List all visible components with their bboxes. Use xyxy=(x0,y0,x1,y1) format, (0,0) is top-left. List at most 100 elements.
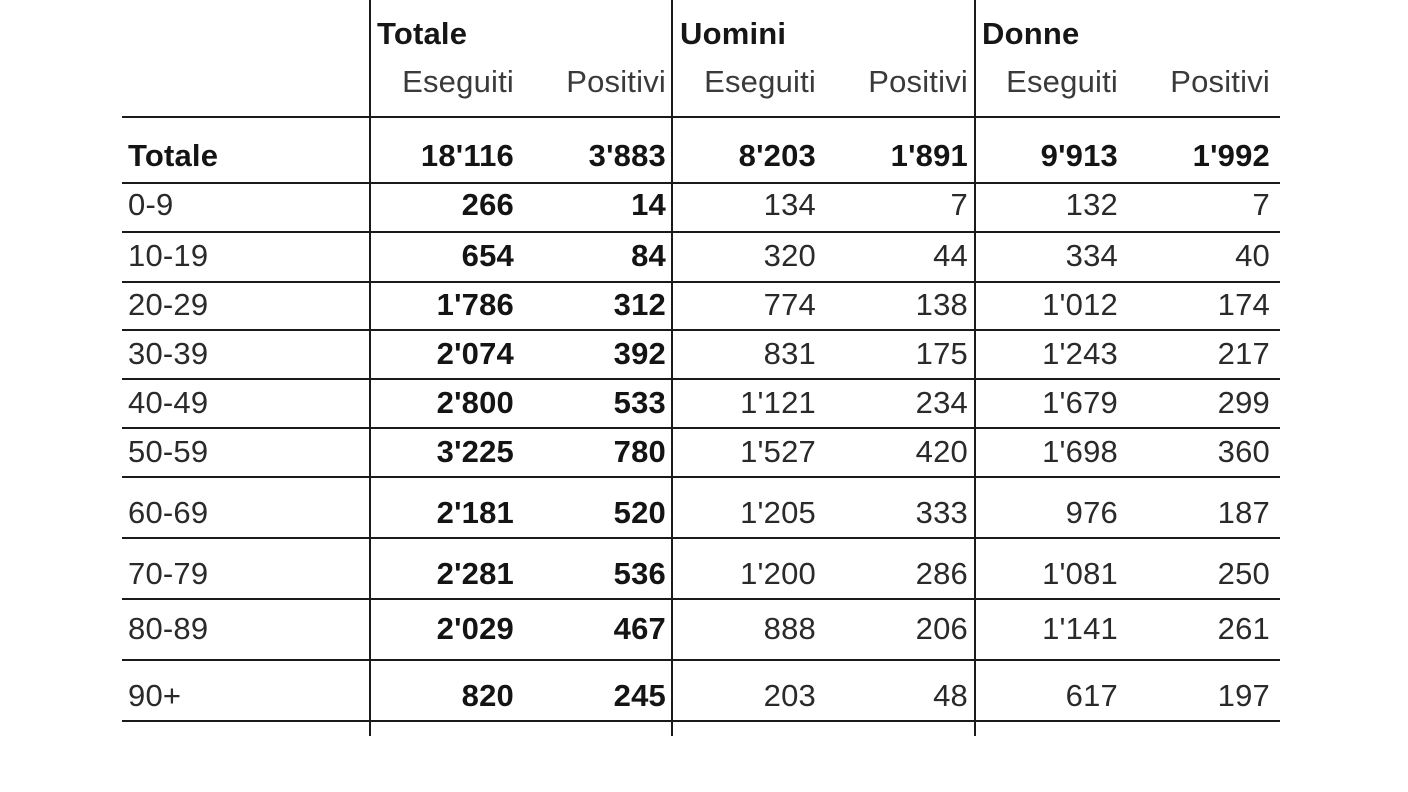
row-divider xyxy=(122,182,1280,184)
subheader-totale-eseguiti: Eseguiti xyxy=(402,64,514,99)
table-bottom-border xyxy=(122,720,1280,722)
row-label-age: 0-9 xyxy=(128,187,174,222)
cell-donne-positivi: 299 xyxy=(1217,385,1270,420)
row-label-age: 80-89 xyxy=(128,611,209,646)
cell-donne-positivi: 174 xyxy=(1217,287,1270,322)
cell-donne-positivi: 360 xyxy=(1217,434,1270,469)
cell-uomini-positivi: 234 xyxy=(915,385,968,420)
cell-donne-eseguiti: 132 xyxy=(1065,187,1118,222)
row-divider xyxy=(122,231,1280,233)
subheader-donne-positivi: Positivi xyxy=(1170,64,1270,99)
cell-totale-positivi: 467 xyxy=(613,611,666,646)
cell-totale-positivi: 520 xyxy=(613,495,666,530)
cell-uomini-eseguiti: 134 xyxy=(763,187,816,222)
row-divider xyxy=(122,537,1280,539)
cell-uomini-positivi: 1'891 xyxy=(890,138,968,173)
cell-uomini-positivi: 206 xyxy=(915,611,968,646)
subheader-totale-positivi: Positivi xyxy=(566,64,666,99)
cell-totale-eseguiti: 2'800 xyxy=(436,385,514,420)
row-label-totale: Totale xyxy=(128,138,219,173)
cell-donne-positivi: 217 xyxy=(1217,336,1270,371)
group-header-donne: Donne xyxy=(982,16,1080,51)
cell-totale-positivi: 3'883 xyxy=(588,138,666,173)
cell-donne-eseguiti: 1'679 xyxy=(1042,385,1118,420)
cell-donne-positivi: 1'992 xyxy=(1192,138,1270,173)
cell-uomini-eseguiti: 1'205 xyxy=(740,495,816,530)
row-divider xyxy=(122,329,1280,331)
cell-totale-positivi: 392 xyxy=(613,336,666,371)
cell-donne-eseguiti: 9'913 xyxy=(1040,138,1118,173)
cell-uomini-eseguiti: 8'203 xyxy=(738,138,816,173)
row-label-age: 60-69 xyxy=(128,495,209,530)
cell-uomini-eseguiti: 203 xyxy=(763,678,816,713)
cell-donne-positivi: 40 xyxy=(1235,238,1270,273)
cell-donne-eseguiti: 1'141 xyxy=(1042,611,1118,646)
cell-donne-positivi: 7 xyxy=(1252,187,1270,222)
cell-uomini-positivi: 175 xyxy=(915,336,968,371)
cell-donne-eseguiti: 1'012 xyxy=(1042,287,1118,322)
cell-totale-positivi: 84 xyxy=(631,238,666,273)
cell-totale-positivi: 533 xyxy=(613,385,666,420)
row-label-age: 20-29 xyxy=(128,287,209,322)
cell-donne-eseguiti: 617 xyxy=(1065,678,1118,713)
cell-totale-eseguiti: 654 xyxy=(461,238,514,273)
row-divider xyxy=(122,281,1280,283)
group-header-uomini: Uomini xyxy=(680,16,787,51)
cell-uomini-positivi: 286 xyxy=(915,556,968,591)
cell-uomini-eseguiti: 1'527 xyxy=(740,434,816,469)
cell-totale-positivi: 536 xyxy=(613,556,666,591)
cell-uomini-eseguiti: 1'200 xyxy=(740,556,816,591)
column-separator-totale xyxy=(369,0,371,736)
cell-donne-positivi: 197 xyxy=(1217,678,1270,713)
cell-uomini-eseguiti: 320 xyxy=(763,238,816,273)
cell-uomini-positivi: 138 xyxy=(915,287,968,322)
header-divider xyxy=(122,116,1280,118)
subheader-uomini-eseguiti: Eseguiti xyxy=(704,64,816,99)
cell-uomini-positivi: 420 xyxy=(915,434,968,469)
row-divider xyxy=(122,476,1280,478)
cell-uomini-positivi: 333 xyxy=(915,495,968,530)
cell-uomini-positivi: 44 xyxy=(933,238,968,273)
cell-donne-positivi: 187 xyxy=(1217,495,1270,530)
group-header-totale: Totale xyxy=(377,16,468,51)
cell-totale-eseguiti: 820 xyxy=(461,678,514,713)
row-divider xyxy=(122,378,1280,380)
subheader-uomini-positivi: Positivi xyxy=(868,64,968,99)
row-label-age: 70-79 xyxy=(128,556,209,591)
cell-donne-positivi: 250 xyxy=(1217,556,1270,591)
row-divider xyxy=(122,598,1280,600)
cell-totale-eseguiti: 18'116 xyxy=(420,138,514,173)
cell-totale-positivi: 780 xyxy=(613,434,666,469)
row-divider xyxy=(122,659,1280,661)
row-label-age: 40-49 xyxy=(128,385,209,420)
cell-donne-eseguiti: 334 xyxy=(1065,238,1118,273)
cell-totale-positivi: 245 xyxy=(613,678,666,713)
cell-donne-eseguiti: 976 xyxy=(1065,495,1118,530)
cell-uomini-positivi: 7 xyxy=(950,187,968,222)
cell-donne-eseguiti: 1'698 xyxy=(1042,434,1118,469)
cell-totale-eseguiti: 2'074 xyxy=(436,336,514,371)
row-label-age: 90+ xyxy=(128,678,182,713)
cell-uomini-eseguiti: 888 xyxy=(763,611,816,646)
cell-totale-eseguiti: 2'181 xyxy=(436,495,514,530)
row-label-age: 10-19 xyxy=(128,238,209,273)
row-label-age: 50-59 xyxy=(128,434,209,469)
cell-donne-eseguiti: 1'243 xyxy=(1042,336,1118,371)
row-label-age: 30-39 xyxy=(128,336,209,371)
cell-totale-positivi: 312 xyxy=(613,287,666,322)
row-divider xyxy=(122,427,1280,429)
cell-uomini-eseguiti: 831 xyxy=(763,336,816,371)
cell-uomini-eseguiti: 1'121 xyxy=(740,385,816,420)
cell-uomini-positivi: 48 xyxy=(933,678,968,713)
cell-uomini-eseguiti: 774 xyxy=(763,287,816,322)
cell-totale-eseguiti: 3'225 xyxy=(436,434,514,469)
cell-totale-eseguiti: 2'029 xyxy=(436,611,514,646)
cell-totale-positivi: 14 xyxy=(631,187,666,222)
cell-donne-positivi: 261 xyxy=(1217,611,1270,646)
cell-totale-eseguiti: 1'786 xyxy=(436,287,514,322)
column-separator-uomini xyxy=(671,0,673,736)
column-separator-donne xyxy=(974,0,976,736)
cell-totale-eseguiti: 266 xyxy=(461,187,514,222)
cell-donne-eseguiti: 1'081 xyxy=(1042,556,1118,591)
